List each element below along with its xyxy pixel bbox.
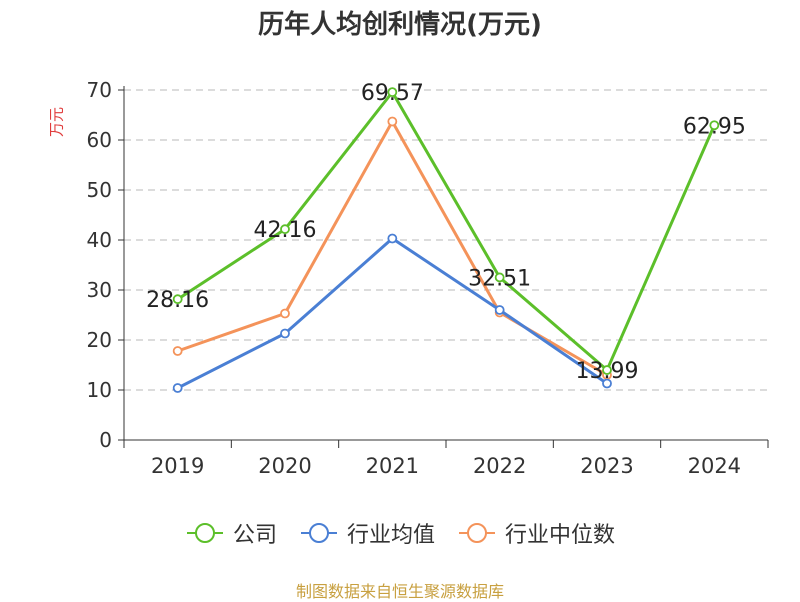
- series-line-0: [176, 90, 716, 372]
- y-tick-label-40: 40: [87, 228, 112, 252]
- data-label-2021: 69.57: [361, 81, 424, 106]
- y-tick-label-50: 50: [87, 178, 112, 202]
- legend: 公司 行业均值 行业中位数: [0, 517, 800, 549]
- data-source-note: 制图数据来自恒生聚源数据库: [295, 582, 504, 601]
- point-2-2019: [172, 346, 183, 356]
- point-0-2020: [280, 224, 290, 235]
- y-tick-label-70: 70: [87, 78, 112, 102]
- point-0-2023: [602, 365, 612, 375]
- y-tick-label-0: 0: [99, 428, 112, 452]
- point-2-2021: [387, 116, 398, 127]
- point-0-2024: [709, 120, 720, 131]
- grid-lines: [124, 89, 768, 391]
- chart-title: 历年人均创利情况(万元): [258, 10, 542, 40]
- x-tick-label-2024: 2024: [688, 454, 741, 478]
- x-tick-label-2021: 2021: [366, 454, 419, 478]
- legend-marker-industry-median: [459, 523, 495, 543]
- legend-label-industry-mean: 行业均值: [346, 523, 435, 548]
- legend-marker-company: [186, 523, 223, 543]
- point-1-2021: [387, 233, 398, 244]
- y-tick-label-60: 60: [87, 128, 112, 152]
- point-1-2023: [602, 378, 612, 389]
- data-label-2024: 62.95: [683, 114, 746, 139]
- y-tick-label-10: 10: [87, 378, 112, 402]
- y-tick-label-20: 20: [87, 328, 112, 352]
- legend-label-company: 公司: [232, 523, 277, 548]
- point-1-2022: [494, 305, 505, 315]
- data-label-2022: 32.51: [468, 266, 531, 291]
- legend-item-company[interactable]: 公司: [185, 517, 277, 549]
- x-tick-label-2022: 2022: [473, 454, 526, 478]
- series-line-2: [177, 120, 608, 377]
- y-tick-label-30: 30: [87, 278, 112, 302]
- axes: 0 10 20 30 40 50 60 70 2019 2020 2021 2022 2023 2024: [87, 78, 769, 478]
- x-tick-label-2023: 2023: [580, 454, 633, 478]
- series-lines: [172, 87, 720, 393]
- legend-item-industry-mean[interactable]: 行业均值: [299, 517, 435, 549]
- point-0-2019: [172, 294, 183, 305]
- legend-item-industry-median[interactable]: 行业中位数: [457, 517, 615, 549]
- point-1-2019: [172, 383, 183, 393]
- point-2-2020: [280, 308, 290, 319]
- x-tick-label-2019: 2019: [151, 454, 204, 478]
- point-0-2022: [494, 272, 505, 283]
- data-label-2019: 28.16: [146, 288, 209, 313]
- legend-label-industry-median: 行业中位数: [505, 523, 616, 548]
- data-label-2023: 13.99: [576, 359, 639, 384]
- x-tick-label-2020: 2020: [258, 454, 311, 478]
- point-1-2020: [280, 328, 290, 339]
- data-labels: 28.16 42.16 69.57 32.51 13.99 62.95: [146, 81, 746, 384]
- data-label-2020: 42.16: [254, 218, 317, 243]
- point-0-2021: [387, 87, 398, 98]
- legend-marker-industry-mean: [300, 523, 337, 543]
